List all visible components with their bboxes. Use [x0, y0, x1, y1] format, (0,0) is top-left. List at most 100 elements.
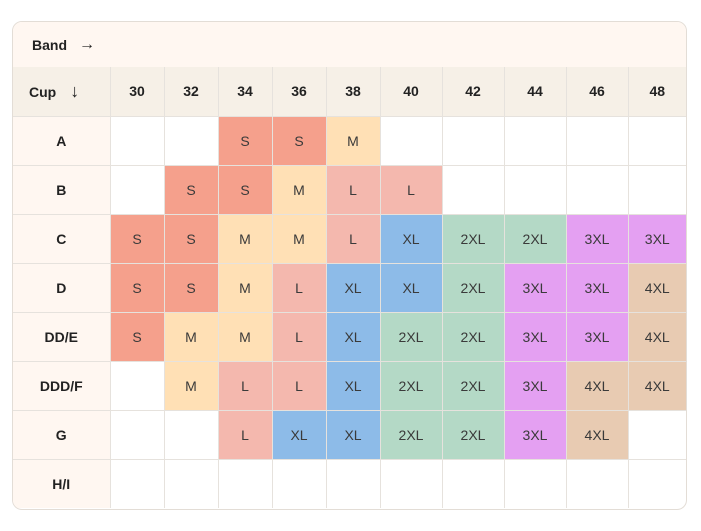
size-cell: XL	[271, 409, 327, 460]
size-cell	[441, 458, 505, 508]
table-row: D S S M L XL XL 2XL 3XL 3XL 4XL	[13, 262, 686, 313]
size-cell: M	[217, 213, 273, 264]
table-row: C S S M M L XL 2XL 2XL 3XL 3XL	[13, 213, 686, 264]
size-cell: 3XL	[627, 213, 686, 264]
size-cell: M	[325, 115, 381, 166]
size-cell	[163, 409, 219, 460]
size-cell: 3XL	[565, 213, 629, 264]
size-cell: 4XL	[627, 360, 686, 411]
down-arrow-icon: ↓	[70, 80, 80, 101]
band-size: 48	[627, 67, 686, 116]
table-row: DD/E S M M L XL 2XL 2XL 3XL 3XL 4XL	[13, 311, 686, 362]
size-cell	[441, 115, 505, 166]
size-cell: 2XL	[441, 409, 505, 460]
size-cell: L	[217, 360, 273, 411]
cup-size: DD/E	[13, 311, 111, 362]
size-cell	[503, 115, 567, 166]
size-cell	[627, 458, 686, 508]
size-cell: XL	[325, 360, 381, 411]
size-cell	[217, 458, 273, 508]
cup-size: B	[13, 164, 111, 215]
size-cell: M	[271, 164, 327, 215]
size-cell: L	[217, 409, 273, 460]
size-cell: 4XL	[565, 409, 629, 460]
cup-label: Cup	[29, 83, 57, 100]
size-cell	[109, 164, 165, 215]
size-cell	[271, 458, 327, 508]
size-cell: 2XL	[441, 262, 505, 313]
size-cell	[109, 360, 165, 411]
size-cell: L	[271, 311, 327, 362]
size-cell: XL	[379, 262, 443, 313]
size-cell: XL	[325, 262, 381, 313]
size-cell: 4XL	[627, 262, 686, 313]
size-cell: L	[379, 164, 443, 215]
band-size: 38	[325, 67, 381, 116]
cup-size: G	[13, 409, 111, 460]
size-cell: 3XL	[565, 311, 629, 362]
size-cell: S	[109, 262, 165, 313]
size-cell	[627, 115, 686, 166]
right-arrow-icon: →	[79, 35, 95, 53]
size-cell	[441, 164, 505, 215]
band-size: 44	[503, 67, 567, 116]
size-cell: 2XL	[379, 409, 443, 460]
size-cell: S	[271, 115, 327, 166]
size-cell: L	[325, 164, 381, 215]
size-cell	[379, 115, 443, 166]
cup-size: A	[13, 115, 111, 166]
size-cell: 3XL	[565, 262, 629, 313]
cup-size: D	[13, 262, 111, 313]
size-cell	[565, 115, 629, 166]
size-cell: 2XL	[441, 213, 505, 264]
size-cell: S	[109, 311, 165, 362]
size-cell: M	[217, 262, 273, 313]
band-size: 46	[565, 67, 629, 116]
size-cell: 2XL	[379, 360, 443, 411]
size-cell: 4XL	[565, 360, 629, 411]
size-cell: S	[109, 213, 165, 264]
cup-size: C	[13, 213, 111, 264]
size-cell: L	[325, 213, 381, 264]
size-cell	[565, 164, 629, 215]
size-cell	[109, 409, 165, 460]
band-size: 36	[271, 67, 327, 116]
size-cell: S	[217, 164, 273, 215]
size-cell	[109, 458, 165, 508]
size-cell	[109, 115, 165, 166]
size-cell	[379, 458, 443, 508]
size-cell: S	[163, 164, 219, 215]
size-cell	[325, 458, 381, 508]
band-header-row: Cup ↓ 30 32 34 36 38 40 42 44 46 48	[13, 67, 686, 116]
size-chart-card: Band → Cup ↓ 30 32 34 36 38 40 42 44 46 4…	[12, 21, 687, 510]
size-cell: 3XL	[503, 360, 567, 411]
size-cell: M	[271, 213, 327, 264]
size-cell: M	[163, 360, 219, 411]
band-size: 42	[441, 67, 505, 116]
band-header: Band →	[13, 22, 686, 68]
table-row: H/I	[13, 458, 686, 508]
band-size: 32	[163, 67, 219, 116]
band-size: 34	[217, 67, 273, 116]
table-row: DDD/F M L L XL 2XL 2XL 3XL 4XL 4XL	[13, 360, 686, 411]
size-cell	[503, 458, 567, 508]
size-cell	[627, 409, 686, 460]
size-cell: 2XL	[379, 311, 443, 362]
size-cell: 4XL	[627, 311, 686, 362]
size-cell: 3XL	[503, 311, 567, 362]
size-cell: S	[217, 115, 273, 166]
size-cell	[565, 458, 629, 508]
cup-header: Cup ↓	[13, 67, 111, 116]
size-cell: XL	[379, 213, 443, 264]
cup-size: H/I	[13, 458, 111, 508]
band-size: 40	[379, 67, 443, 116]
cup-size: DDD/F	[13, 360, 111, 411]
size-cell: 2XL	[441, 360, 505, 411]
band-label: Band	[32, 36, 67, 53]
size-cell: XL	[325, 409, 381, 460]
size-cell: 3XL	[503, 409, 567, 460]
size-cell: 2XL	[441, 311, 505, 362]
